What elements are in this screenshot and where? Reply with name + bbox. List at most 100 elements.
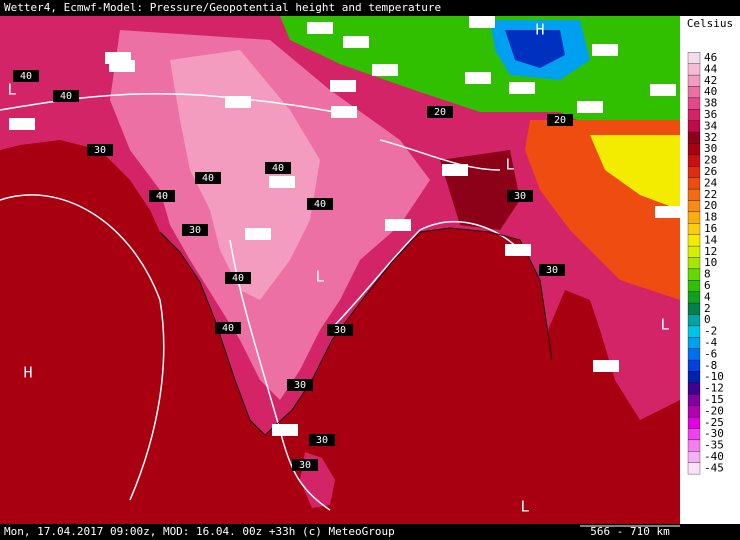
isobar-label: 1010 [106, 53, 130, 64]
isotherm-label: 30 [294, 380, 306, 391]
legend-label: 46 [704, 51, 717, 64]
pressure-center: H [535, 21, 544, 39]
label-box [292, 459, 318, 471]
isotherm-label: 40 [156, 191, 168, 202]
label-box [385, 219, 411, 231]
isobar-label: 1005 [246, 229, 270, 240]
isotherm-label: 40 [20, 71, 32, 82]
isobar-label: 1025 [308, 23, 332, 34]
legend-label: 20 [704, 199, 717, 212]
legend-unit: Celsius [687, 17, 733, 30]
label-box [427, 106, 453, 118]
label-box [195, 172, 221, 184]
isobar-label: 1010 [656, 207, 680, 218]
legend-swatch [687, 131, 701, 144]
map [0, 16, 680, 524]
legend-label: 30 [704, 142, 717, 155]
legend-label: -2 [704, 325, 717, 338]
isobar-label: 1020 [510, 83, 534, 94]
label-box [539, 264, 565, 276]
legend-swatch [687, 109, 701, 121]
legend-swatch [687, 280, 701, 292]
legend-swatch [687, 177, 701, 190]
label-box [547, 114, 573, 126]
pressure-center: L [520, 498, 529, 516]
label-box [105, 52, 131, 64]
isobar-label: 1010 [331, 81, 355, 92]
label-box [309, 434, 335, 446]
china-mild [590, 135, 680, 210]
legend-swatch [687, 348, 701, 361]
legend-label: -40 [704, 450, 724, 463]
isobar-label: 1010 [594, 361, 618, 372]
isobar-label: 1015 [373, 65, 397, 76]
label-box [505, 244, 531, 256]
label-box [331, 106, 357, 118]
map-labels: HHLLLLL101010051010100510051005100510051… [7, 16, 681, 516]
legend-swatch [687, 268, 701, 281]
legend-label: -10 [704, 370, 724, 383]
isotherm-label: 30 [189, 225, 201, 236]
legend-label: -6 [704, 347, 717, 360]
legend-label: 32 [704, 131, 717, 144]
label-box [577, 101, 603, 113]
legend-label: 36 [704, 108, 717, 121]
legend-swatch [687, 359, 701, 372]
label-box [149, 190, 175, 202]
isotherm-label: 30 [514, 191, 526, 202]
label-box [469, 16, 495, 28]
legend-swatch [687, 257, 701, 270]
legend-label: 40 [704, 85, 717, 98]
legend-label: 44 [704, 62, 718, 75]
label-box [509, 82, 535, 94]
label-box [307, 198, 333, 210]
legend-label: 12 [704, 245, 717, 258]
isotherm-label: 30 [546, 265, 558, 276]
label-box [269, 176, 295, 188]
legend-label: -8 [704, 359, 717, 372]
isotherm-label: 20 [554, 115, 566, 126]
legend-swatch [687, 394, 701, 406]
legend-swatch [687, 462, 701, 475]
legend-swatch [687, 245, 701, 258]
legend-swatch [687, 325, 701, 338]
legend: 4644424038363432302826242220181614121086… [687, 51, 724, 475]
legend-swatch [687, 120, 701, 133]
label-box [265, 162, 291, 174]
isobar-label: 1015 [466, 73, 490, 84]
legend-label: 24 [704, 176, 718, 189]
isobar-label: 1010 [10, 119, 34, 130]
label-box [287, 379, 313, 391]
label-box [245, 228, 271, 240]
legend-swatch [687, 382, 701, 395]
isobar-label: 1005 [443, 165, 467, 176]
label-box [272, 424, 298, 436]
legend-label: 34 [704, 119, 718, 132]
label-box [592, 44, 618, 56]
legend-swatch [687, 234, 701, 247]
legend-swatch [687, 74, 701, 87]
legend-swatch [687, 52, 701, 64]
legend-swatch [687, 63, 701, 76]
legend-swatch [687, 302, 701, 315]
isotherm-label: 40 [272, 163, 284, 174]
legend-label: 4 [704, 290, 711, 303]
legend-label: 42 [704, 74, 717, 87]
label-box [507, 190, 533, 202]
label-box [327, 324, 353, 336]
isotherm-label: 40 [314, 199, 326, 210]
legend-swatch [687, 154, 701, 167]
legend-swatch [687, 143, 701, 156]
label-box [372, 64, 398, 76]
label-box [442, 164, 468, 176]
legend-label: 2 [704, 302, 711, 315]
legend-swatch [687, 223, 701, 235]
isotherm-label: 30 [94, 145, 106, 156]
label-box [87, 144, 113, 156]
isobar-label: 1005 [270, 177, 294, 188]
footer-bar [0, 524, 740, 540]
legend-label: 8 [704, 268, 711, 281]
legend-swatch [687, 416, 701, 429]
label-box [307, 22, 333, 34]
legend-swatch [687, 291, 701, 304]
